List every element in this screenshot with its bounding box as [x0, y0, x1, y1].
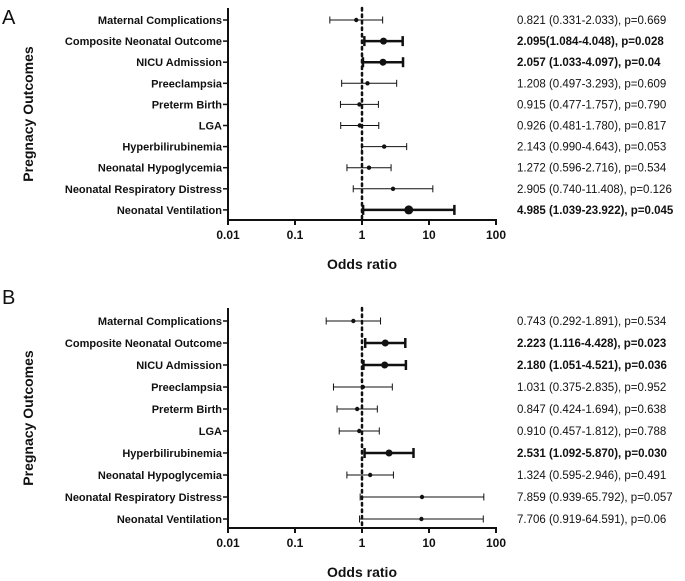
result-text: 0.847 (0.424-1.694), p=0.638 [517, 404, 666, 416]
x-tick-label: 10 [422, 536, 436, 550]
outcome-label: LGA [199, 121, 222, 133]
odds-ratio-point [360, 384, 366, 390]
outcome-label: Maternal Complications [98, 15, 222, 27]
odds-ratio-point [390, 186, 396, 191]
outcome-label: Neonatal Respiratory Distress [65, 184, 222, 196]
x-axis-title: Odds ratio [327, 564, 397, 580]
result-text: 2.531 (1.092-5.870), p=0.030 [517, 448, 667, 460]
x-tick-label: 1 [359, 536, 366, 550]
odds-ratio-point [366, 165, 372, 170]
odds-ratio-point [381, 144, 387, 149]
result-text: 2.095(1.084-4.048), p=0.028 [517, 36, 664, 48]
result-text: 7.859 (0.939-65.792), p=0.057 [517, 492, 673, 504]
odds-ratio-point [365, 81, 370, 86]
odds-ratio-point [381, 361, 389, 369]
result-text: 2.223 (1.116-4.428), p=0.023 [517, 338, 666, 350]
result-text: 1.272 (0.596-2.716), p=0.534 [517, 163, 667, 175]
outcome-label: Neonatal Hypoglycemia [98, 470, 223, 482]
odds-ratio-point [354, 17, 359, 23]
x-axis-title: Odds ratio [327, 256, 397, 272]
y-axis-title: Pregnacy Outcomes [20, 350, 36, 486]
x-tick-label: 0.01 [216, 228, 240, 242]
odds-ratio-point [351, 318, 356, 324]
outcome-label: Hyperbilirubinemia [122, 142, 223, 154]
result-text: 2.143 (0.990-4.643), p=0.053 [517, 142, 666, 154]
outcome-label: LGA [199, 426, 222, 438]
result-text: 0.915 (0.477-1.757), p=0.790 [517, 99, 666, 111]
odds-ratio-point [419, 494, 425, 500]
odds-ratio-point [367, 472, 373, 478]
x-tick-label: 10 [422, 228, 436, 242]
panel-label: A [2, 7, 16, 29]
odds-ratio-point [381, 339, 389, 347]
outcome-label: Preterm Birth [152, 99, 223, 111]
outcome-label: Hyperbilirubinemia [122, 448, 223, 460]
result-text: 4.985 (1.039-23.922), p=0.045 [517, 205, 674, 217]
odds-ratio-point [357, 428, 362, 434]
outcome-label: NICU Admission [136, 360, 222, 372]
result-text: 0.743 (0.292-1.891), p=0.534 [517, 316, 667, 328]
x-tick-label: 0.01 [216, 536, 240, 550]
odds-ratio-point [380, 37, 388, 45]
x-tick-label: 100 [486, 536, 506, 550]
x-tick-label: 1 [359, 228, 366, 242]
panel-label: B [2, 287, 15, 309]
outcome-label: Neonatal Ventilation [117, 205, 222, 217]
odds-ratio-point [357, 123, 362, 128]
odds-ratio-point [385, 449, 393, 457]
x-tick-label: 100 [486, 228, 506, 242]
odds-ratio-point [357, 102, 362, 107]
result-text: 0.910 (0.457-1.812), p=0.788 [517, 426, 666, 438]
outcome-label: Maternal Complications [98, 316, 222, 328]
result-text: 1.324 (0.595-2.946), p=0.491 [517, 470, 666, 482]
odds-ratio-point [419, 516, 424, 522]
result-text: 0.821 (0.331-2.033), p=0.669 [517, 15, 666, 27]
outcome-label: Neonatal Respiratory Distress [65, 492, 222, 504]
odds-ratio-point [404, 205, 414, 215]
outcome-label: Preterm Birth [152, 404, 223, 416]
result-text: 2.180 (1.051-4.521), p=0.036 [517, 360, 667, 372]
outcome-label: Neonatal Hypoglycemia [98, 163, 223, 175]
x-tick-label: 0.1 [287, 228, 304, 242]
result-text: 1.208 (0.497-3.293), p=0.609 [517, 78, 666, 90]
outcome-label: Neonatal Ventilation [117, 514, 222, 526]
result-text: 0.926 (0.481-1.780), p=0.817 [517, 121, 666, 133]
result-text: 2.057 (1.033-4.097), p=0.04 [517, 57, 661, 69]
outcome-label: Preeclampsia [151, 78, 223, 90]
outcome-label: NICU Admission [136, 57, 222, 69]
result-text: 1.031 (0.375-2.835), p=0.952 [517, 382, 666, 394]
result-text: 2.905 (0.740-11.408), p=0.126 [517, 184, 672, 196]
result-text: 7.706 (0.919-64.591), p=0.06 [517, 514, 666, 526]
odds-ratio-point [354, 406, 360, 412]
outcome-label: Preeclampsia [151, 382, 223, 394]
y-axis-title: Pregnacy Outcomes [20, 46, 36, 182]
odds-ratio-point [379, 58, 387, 66]
x-tick-label: 0.1 [287, 536, 304, 550]
outcome-label: Composite Neonatal Outcome [65, 36, 222, 48]
outcome-label: Composite Neonatal Outcome [65, 338, 222, 350]
